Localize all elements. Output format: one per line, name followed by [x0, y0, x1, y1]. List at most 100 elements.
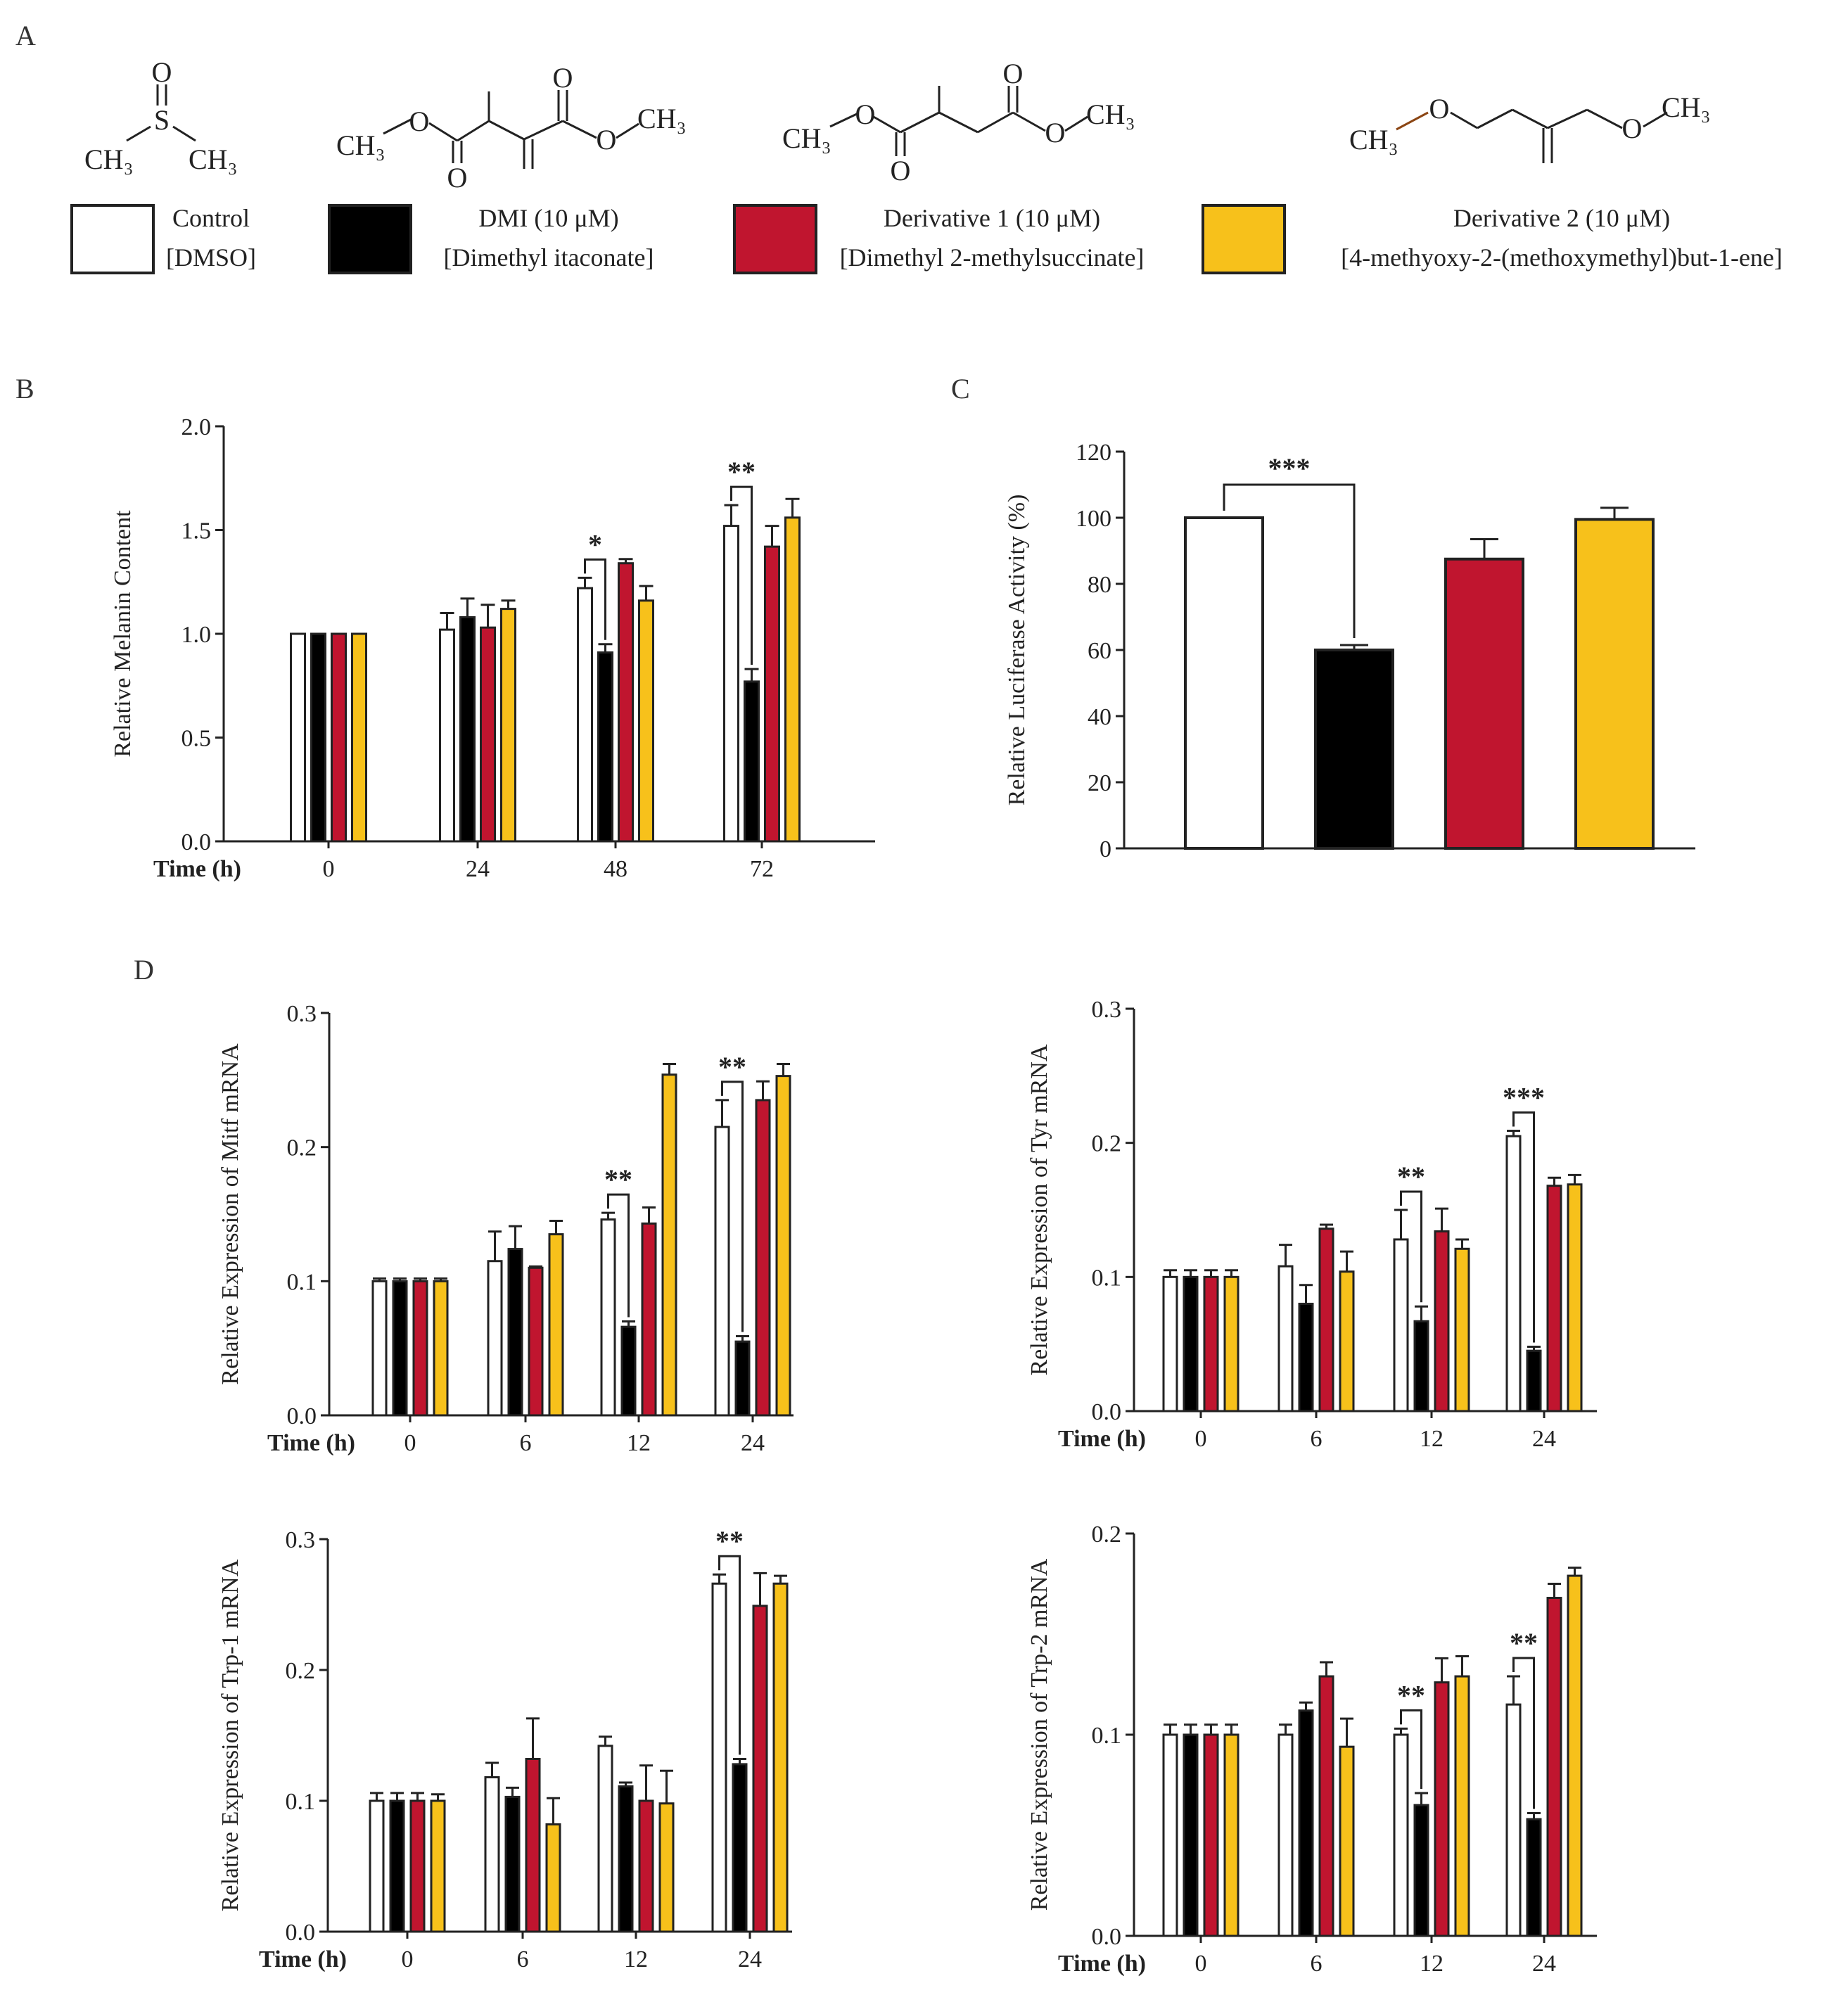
legend-control-name: Control: [172, 204, 250, 232]
d-trp2-bar-derivative1-0: [1203, 1733, 1219, 1937]
dmi-o-carbonyl-left: O: [447, 162, 468, 193]
d-trp1-bar-dmi-24: [732, 1763, 748, 1933]
d-mitf-bar-derivative2-6: [548, 1233, 564, 1417]
d-trp1-bar-control-12: [597, 1745, 613, 1933]
c-ytick-label: 100: [1076, 506, 1111, 532]
b-bar-control-72: [723, 525, 739, 843]
dmi-o-carbonyl-right: O: [553, 62, 573, 94]
panel-label-d: D: [134, 954, 154, 986]
d2-o-right: O: [1622, 113, 1643, 144]
dmi-o-ether-left: O: [409, 106, 430, 137]
d-trp1-bar-derivative1-24: [752, 1605, 768, 1933]
legend-swatch-control: [70, 204, 155, 274]
d-trp1-bar-derivative1-6: [525, 1757, 541, 1933]
c-y-axis-label: Relative Luciferase Activity (%): [1004, 495, 1030, 806]
d-tyr-ytick-label: 0.2: [1092, 1131, 1122, 1157]
d-trp2-xtick-label: 24: [1532, 1951, 1556, 1977]
d-mitf-bar-dmi-6: [507, 1248, 523, 1417]
d-mitf-bar-derivative2-24: [775, 1075, 791, 1417]
d-trp2-bar-derivative2-24: [1567, 1574, 1583, 1937]
b-bar-derivative2-48: [638, 599, 654, 843]
d-tyr-bar-derivative2-6: [1339, 1270, 1355, 1413]
b-ytick-label: 1.5: [181, 518, 212, 544]
d-trp1-bar-control-0: [369, 1799, 385, 1933]
legend-dmi-name: DMI (10 μM): [478, 204, 618, 232]
d-trp1-bar-derivative1-12: [638, 1799, 654, 1933]
d-trp1-x-axis-title: Time (h): [259, 1946, 347, 1972]
b-bar-derivative1-72: [764, 545, 780, 843]
d-tyr-bar-derivative1-12: [1434, 1230, 1450, 1413]
d1-o-ether-right: O: [1045, 117, 1066, 148]
d-mitf-bar-derivative1-24: [755, 1099, 771, 1417]
c-bar-dmi: [1314, 649, 1394, 850]
d-trp1-significance-bracket: [718, 1555, 741, 1755]
d-mitf-ytick-label: 0.2: [287, 1135, 317, 1161]
dmso-structure: S O CH₃ CH₃: [84, 56, 238, 175]
d-trp2-significance-bracket: [1512, 1657, 1535, 1809]
dmso-s-atom: S: [154, 104, 170, 136]
d-mitf-bar-control-24: [714, 1126, 730, 1417]
d-trp1-ytick-label: 0.0: [286, 1920, 316, 1946]
d1-o-carbonyl-left: O: [891, 155, 911, 186]
d2-ch3-left: CH₃: [1349, 124, 1398, 155]
legend-swatch-derivative1: [733, 204, 817, 274]
d-trp2-xtick-label: 6: [1311, 1951, 1323, 1977]
c-bar-derivative2: [1574, 518, 1655, 850]
d-mitf-xtick-label: 6: [520, 1430, 532, 1456]
d-trp1-bar-control-6: [484, 1776, 500, 1933]
d-trp2-significance-label: **: [1397, 1679, 1425, 1711]
d-trp2-ytick-label: 0.2: [1092, 1522, 1122, 1548]
d-tyr-bar-control-12: [1393, 1238, 1409, 1413]
d-tyr-significance-bracket: [1400, 1190, 1422, 1303]
d-mitf-bar-dmi-0: [392, 1280, 408, 1417]
d-mitf-bar-derivative1-6: [528, 1266, 544, 1417]
b-xtick-label: 0: [323, 856, 335, 882]
d-tyr-xtick-label: 12: [1420, 1426, 1444, 1452]
c-significance-bracket: [1223, 483, 1356, 638]
d-trp2-bar-derivative2-12: [1454, 1675, 1470, 1937]
d-mitf-significance-label: **: [604, 1163, 632, 1195]
b-bar-dmi-72: [744, 680, 760, 843]
d-trp2-ytick-label: 0.1: [1092, 1723, 1122, 1749]
d-trp1-bar-dmi-0: [389, 1799, 405, 1933]
c-significance-label: ***: [1268, 452, 1311, 484]
panel-label-a: A: [15, 20, 36, 51]
d-trp1-bar-derivative2-24: [772, 1582, 789, 1933]
d-trp2-bar-dmi-0: [1183, 1733, 1199, 1937]
d-trp1-bar-derivative2-6: [545, 1823, 561, 1933]
d2-ch3-right: CH₃: [1662, 91, 1711, 123]
b-bar-dmi-48: [597, 651, 613, 843]
legend-d1-sub: [Dimethyl 2-methylsuccinate]: [840, 243, 1145, 272]
d-mitf-significance-label: **: [718, 1051, 746, 1083]
d-trp2-bar-control-0: [1162, 1733, 1178, 1937]
d-trp1-bar-dmi-6: [504, 1795, 521, 1933]
d-trp1-bar-control-24: [711, 1582, 727, 1933]
b-ytick-label: 2.0: [181, 414, 212, 440]
derivative1-structure: CH₃ O O O O CH₃: [782, 58, 1135, 186]
b-bar-derivative2-0: [351, 632, 367, 843]
b-significance-label: *: [588, 528, 602, 560]
d-trp1-significance-label: **: [715, 1525, 744, 1557]
d-trp1-bar-derivative1-0: [409, 1799, 426, 1933]
legend-d1-name: Derivative 1 (10 μM): [884, 204, 1100, 232]
d-trp1-ytick-label: 0.2: [286, 1658, 316, 1684]
b-bar-dmi-0: [310, 632, 326, 843]
d-tyr-bar-control-24: [1505, 1135, 1522, 1413]
d-trp2-bar-derivative2-0: [1223, 1733, 1240, 1937]
b-bar-derivative1-48: [618, 562, 634, 843]
legend-d2-name: Derivative 2 (10 μM): [1453, 204, 1670, 232]
d-tyr-y-axis-label: Relative Expression of Tyr mRNA: [1026, 1044, 1052, 1375]
chart-trp1-mrna: 0.0 0.1 0.2 0.3 Relative Expression of Trp-1…: [217, 1525, 792, 1972]
b-bar-control-24: [439, 628, 455, 843]
legend-d2-sub: [4-methyoxy-2-(methoxymethyl)but-1-ene]: [1341, 243, 1783, 272]
b-bar-control-48: [577, 587, 593, 843]
d1-o-ether-left: O: [855, 98, 876, 130]
d-trp1-bar-dmi-12: [618, 1785, 634, 1933]
d-tyr-xtick-label: 0: [1195, 1426, 1207, 1452]
b-ytick-label: 0.5: [181, 726, 212, 752]
d-tyr-ytick-label: 0.3: [1092, 997, 1122, 1023]
b-xtick-label: 48: [604, 856, 627, 882]
dmi-structure: CH₃ O O O O CH₃: [336, 62, 687, 193]
d2-o-left: O: [1429, 93, 1450, 125]
